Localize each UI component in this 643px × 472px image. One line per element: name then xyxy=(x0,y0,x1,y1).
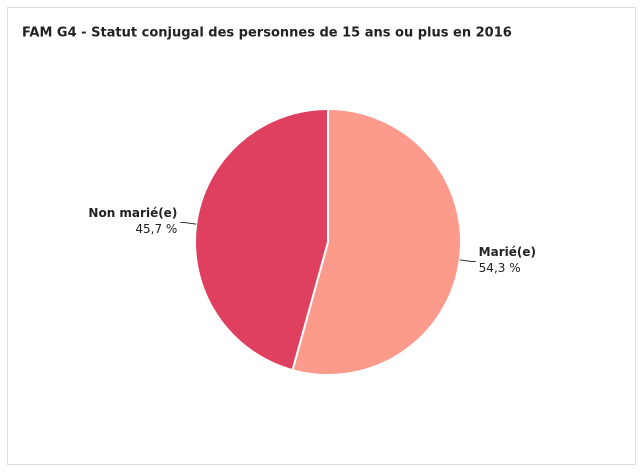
leader-line xyxy=(459,259,476,263)
chart-title: FAM G4 - Statut conjugal des personnes d… xyxy=(22,26,512,41)
slice-label: Non marié(e) xyxy=(88,206,177,220)
leader-line xyxy=(180,221,197,225)
pie-slice xyxy=(194,107,329,372)
slice-value: 45,7 % xyxy=(135,222,177,236)
slice-label: Marié(e) xyxy=(479,245,536,259)
slice-value: 54,3 % xyxy=(479,261,521,275)
